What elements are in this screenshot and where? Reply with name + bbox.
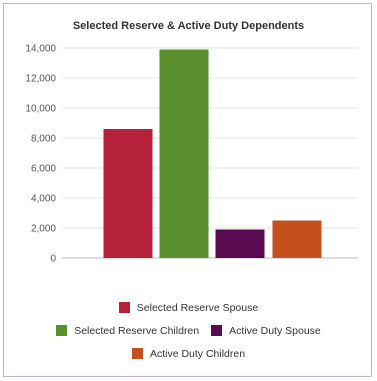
y-tick-label: 12,000 [25,74,56,85]
y-tick-label: 4,000 [31,194,56,205]
y-tick-label: 14,000 [25,44,56,55]
chart-legend: Selected Reserve Spouse Selected Reserve… [0,296,377,365]
legend-item-selected-reserve-children[interactable]: Selected Reserve Children [56,325,199,337]
legend-swatch [56,325,68,336]
legend-row-1: Selected Reserve Spouse [0,296,377,319]
legend-swatch [211,325,223,336]
bar-active-duty-children[interactable] [272,220,322,259]
bar-selected-reserve-children[interactable] [159,49,209,259]
legend-label: Active Duty Children [149,347,246,360]
legend-label: Selected Reserve Children [74,324,200,337]
legend-swatch [118,302,130,313]
legend-row-2: Selected Reserve Children Active Duty Sp… [0,319,377,342]
legend-label: Selected Reserve Spouse [136,301,259,314]
bar-selected-reserve-spouse[interactable] [103,129,153,258]
chart-title: Selected Reserve & Active Duty Dependent… [72,20,305,32]
legend-swatch [131,348,143,359]
y-tick-label: 0 [50,254,56,265]
legend-item-active-duty-children[interactable]: Active Duty Children [131,347,246,360]
legend-row-3: Active Duty Children [0,342,377,365]
bar-active-duty-spouse[interactable] [215,229,265,259]
legend-item-active-duty-spouse[interactable]: Active Duty Spouse [211,325,321,337]
y-tick-label: 6,000 [31,164,56,175]
y-tick-label: 10,000 [25,104,56,115]
legend-label: Active Duty Spouse [229,324,321,337]
legend-item-selected-reserve-spouse[interactable]: Selected Reserve Spouse [118,301,259,314]
y-tick-label: 8,000 [31,134,56,145]
y-tick-label: 2,000 [31,224,56,235]
